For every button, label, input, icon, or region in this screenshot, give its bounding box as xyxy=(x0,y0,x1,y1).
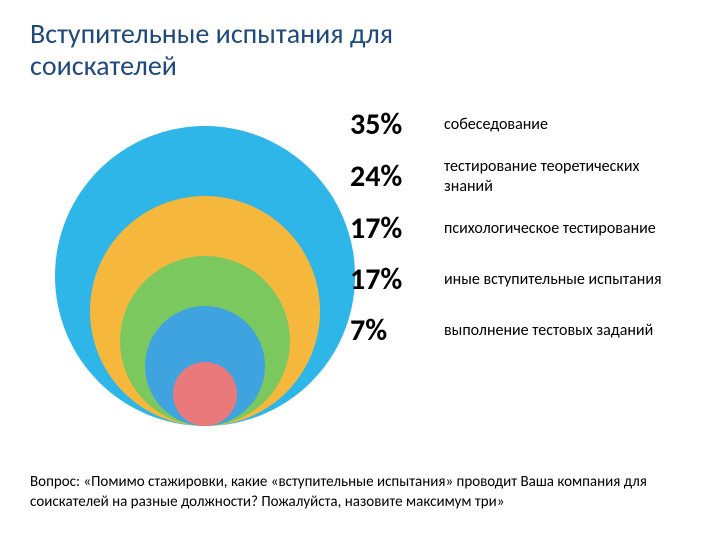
page-title: Вступительные испытания для соискателей xyxy=(30,18,690,82)
legend-label: иные вступительные испытания xyxy=(444,270,662,289)
legend-pct: 35% xyxy=(350,106,430,143)
legend-label: собеседование xyxy=(444,115,548,134)
legend-row: 24% тестирование теоретических знаний xyxy=(350,157,690,195)
legend-label: выполнение тестовых заданий xyxy=(444,321,653,340)
legend-row: 17% психологическое тестирование xyxy=(350,210,690,247)
nested-circle-chart xyxy=(30,106,330,436)
legend-row: 17% иные вступительные испытания xyxy=(350,261,690,298)
legend: 35% собеседование 24% тестирование теоре… xyxy=(350,106,690,362)
legend-label: тестирование теоретических знаний xyxy=(444,157,690,195)
footnote: Вопрос: «Помимо стажировки, какие «вступ… xyxy=(30,473,690,512)
legend-row: 35% собеседование xyxy=(350,106,690,143)
circle xyxy=(173,362,237,426)
title-line-2: соискателей xyxy=(30,48,177,83)
legend-pct: 17% xyxy=(350,210,430,247)
header: Вступительные испытания для соискателей xyxy=(0,0,720,96)
legend-pct: 7% xyxy=(350,312,430,349)
legend-pct: 24% xyxy=(350,158,430,195)
legend-row: 7% выполнение тестовых заданий xyxy=(350,312,690,349)
legend-label: психологическое тестирование xyxy=(444,219,656,238)
legend-pct: 17% xyxy=(350,261,430,298)
content-area: 35% собеседование 24% тестирование теоре… xyxy=(0,96,720,466)
title-line-1: Вступительные испытания для xyxy=(30,16,393,51)
